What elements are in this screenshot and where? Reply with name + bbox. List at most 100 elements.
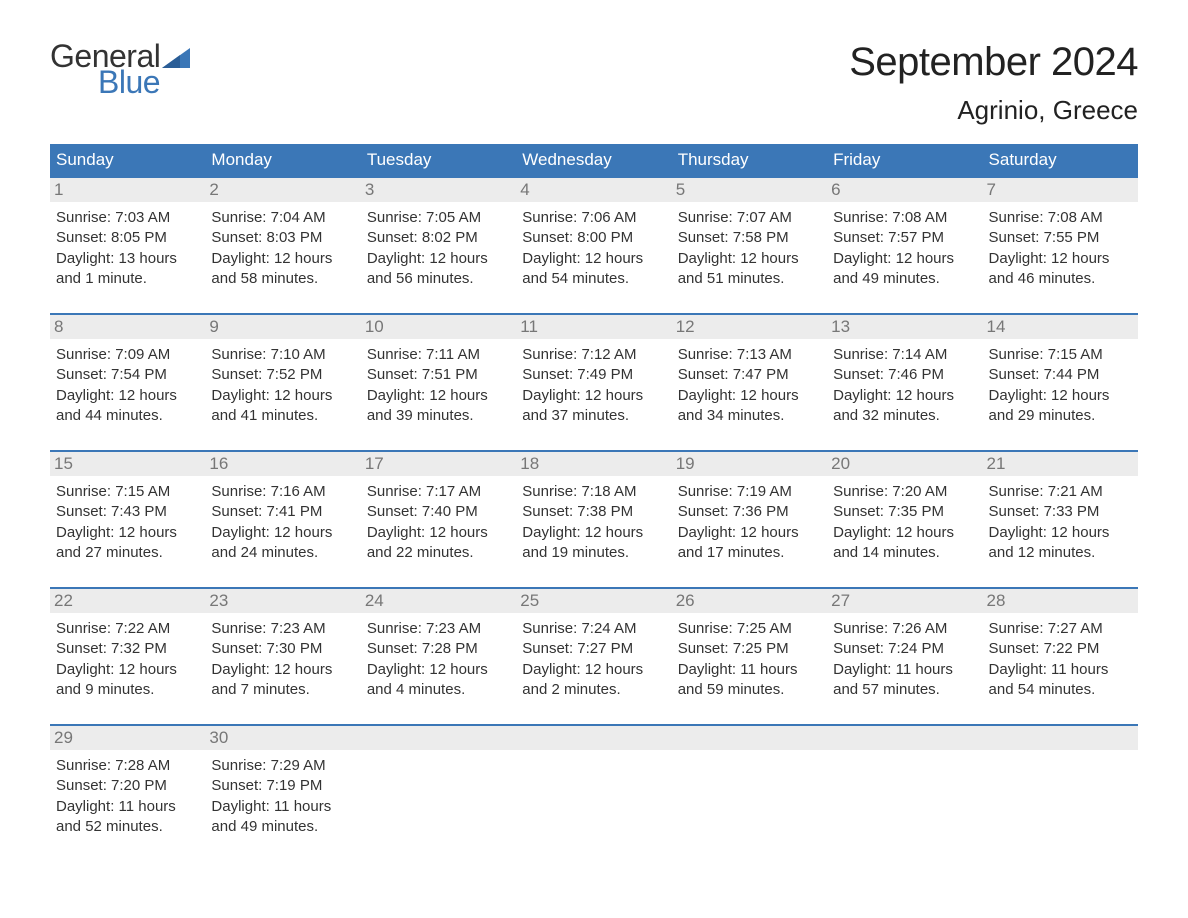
day-info-line: Daylight: 12 hours [522,249,667,269]
empty-cell [361,725,516,861]
day-info-line: and 59 minutes. [678,680,823,700]
month-title: September 2024 [849,40,1138,85]
day-info-line: Sunrise: 7:06 AM [522,208,667,228]
day-info-line: and 29 minutes. [989,406,1134,426]
day-info-line: and 51 minutes. [678,269,823,289]
day-info-line: and 52 minutes. [56,817,201,837]
day-info-line: Daylight: 12 hours [522,660,667,680]
day-cell: 18Sunrise: 7:18 AMSunset: 7:38 PMDayligh… [516,451,671,588]
week-row: 22Sunrise: 7:22 AMSunset: 7:32 PMDayligh… [50,588,1138,725]
day-cell: 15Sunrise: 7:15 AMSunset: 7:43 PMDayligh… [50,451,205,588]
day-number-empty [983,726,1138,750]
day-info-line: Sunrise: 7:11 AM [367,345,512,365]
day-info-line: Daylight: 11 hours [678,660,823,680]
day-cell: 22Sunrise: 7:22 AMSunset: 7:32 PMDayligh… [50,588,205,725]
day-number: 30 [205,726,360,750]
day-number: 27 [827,589,982,613]
day-number-empty [827,726,982,750]
day-info: Sunrise: 7:12 AMSunset: 7:49 PMDaylight:… [520,345,667,426]
page-header: General Blue September 2024 Agrinio, Gre… [50,40,1138,126]
day-info-line: Daylight: 12 hours [522,386,667,406]
day-number-empty [672,726,827,750]
day-info-line: Sunrise: 7:07 AM [678,208,823,228]
day-number: 19 [672,452,827,476]
day-info-line: and 49 minutes. [833,269,978,289]
weekday-header: Sunday [50,144,205,177]
day-info: Sunrise: 7:17 AMSunset: 7:40 PMDaylight:… [365,482,512,563]
day-info-line: Sunset: 7:55 PM [989,228,1134,248]
day-info-line: Sunset: 8:00 PM [522,228,667,248]
day-cell: 7Sunrise: 7:08 AMSunset: 7:55 PMDaylight… [983,177,1138,314]
day-info: Sunrise: 7:26 AMSunset: 7:24 PMDaylight:… [831,619,978,700]
day-info-line: and 1 minute. [56,269,201,289]
weekday-header: Thursday [672,144,827,177]
day-cell: 3Sunrise: 7:05 AMSunset: 8:02 PMDaylight… [361,177,516,314]
day-info-line: Sunrise: 7:27 AM [989,619,1134,639]
day-info-line: and 7 minutes. [211,680,356,700]
day-info-line: and 37 minutes. [522,406,667,426]
day-number: 23 [205,589,360,613]
day-info-line: Sunrise: 7:23 AM [211,619,356,639]
logo: General Blue [50,40,190,98]
empty-cell [516,725,671,861]
day-info-line: Sunset: 7:24 PM [833,639,978,659]
day-cell: 26Sunrise: 7:25 AMSunset: 7:25 PMDayligh… [672,588,827,725]
day-info: Sunrise: 7:21 AMSunset: 7:33 PMDaylight:… [987,482,1134,563]
day-info-line: Sunrise: 7:26 AM [833,619,978,639]
day-number: 9 [205,315,360,339]
day-info-line: Daylight: 12 hours [989,249,1134,269]
day-info-line: Sunrise: 7:15 AM [989,345,1134,365]
day-info-line: Sunrise: 7:19 AM [678,482,823,502]
day-info-line: and 17 minutes. [678,543,823,563]
day-info-line: Sunset: 7:20 PM [56,776,201,796]
day-info-line: Sunset: 7:44 PM [989,365,1134,385]
week-row: 15Sunrise: 7:15 AMSunset: 7:43 PMDayligh… [50,451,1138,588]
week-row: 29 Sunrise: 7:28 AMSunset: 7:20 PMDayligh… [50,725,1138,861]
day-info-line: Daylight: 12 hours [367,249,512,269]
day-info-line: Daylight: 12 hours [56,386,201,406]
day-info: Sunrise: 7:15 AMSunset: 7:44 PMDaylight:… [987,345,1134,426]
calendar-table: SundayMondayTuesdayWednesdayThursdayFrid… [50,144,1138,861]
day-number: 8 [50,315,205,339]
day-info-line: and 19 minutes. [522,543,667,563]
day-cell: 16Sunrise: 7:16 AMSunset: 7:41 PMDayligh… [205,451,360,588]
day-number: 10 [361,315,516,339]
day-info: Sunrise: 7:09 AMSunset: 7:54 PMDaylight:… [54,345,201,426]
day-info-line: and 44 minutes. [56,406,201,426]
day-info-line: Sunset: 7:49 PM [522,365,667,385]
weekday-header: Wednesday [516,144,671,177]
day-info-line: Sunset: 7:35 PM [833,502,978,522]
day-info-line: Daylight: 12 hours [522,523,667,543]
day-cell: 19Sunrise: 7:19 AMSunset: 7:36 PMDayligh… [672,451,827,588]
day-info-line: and 22 minutes. [367,543,512,563]
week-row: 8 Sunrise: 7:09 AMSunset: 7:54 PMDaylight… [50,314,1138,451]
flag-icon [162,48,190,68]
day-number: 11 [516,315,671,339]
day-info-line: Daylight: 11 hours [56,797,201,817]
day-info: Sunrise: 7:10 AMSunset: 7:52 PMDaylight:… [209,345,356,426]
day-info-line: and 39 minutes. [367,406,512,426]
day-info-line: Sunrise: 7:21 AM [989,482,1134,502]
day-number: 2 [205,178,360,202]
day-info-line: Sunset: 7:54 PM [56,365,201,385]
day-info-line: Daylight: 12 hours [56,660,201,680]
day-info-line: Sunrise: 7:20 AM [833,482,978,502]
day-info: Sunrise: 7:08 AMSunset: 7:55 PMDaylight:… [987,208,1134,289]
day-info-line: and 27 minutes. [56,543,201,563]
day-info-line: and 57 minutes. [833,680,978,700]
day-number: 29 [50,726,205,750]
day-number: 12 [672,315,827,339]
day-cell: 24Sunrise: 7:23 AMSunset: 7:28 PMDayligh… [361,588,516,725]
day-cell: 6Sunrise: 7:08 AMSunset: 7:57 PMDaylight… [827,177,982,314]
day-info: Sunrise: 7:13 AMSunset: 7:47 PMDaylight:… [676,345,823,426]
day-info-line: Sunrise: 7:28 AM [56,756,201,776]
day-info-line: and 4 minutes. [367,680,512,700]
day-info: Sunrise: 7:15 AMSunset: 7:43 PMDaylight:… [54,482,201,563]
day-info-line: Sunrise: 7:15 AM [56,482,201,502]
day-info-line: Sunrise: 7:12 AM [522,345,667,365]
day-info-line: Daylight: 12 hours [56,523,201,543]
day-cell: 25Sunrise: 7:24 AMSunset: 7:27 PMDayligh… [516,588,671,725]
day-info-line: and 12 minutes. [989,543,1134,563]
day-number: 25 [516,589,671,613]
day-cell: 13Sunrise: 7:14 AMSunset: 7:46 PMDayligh… [827,314,982,451]
